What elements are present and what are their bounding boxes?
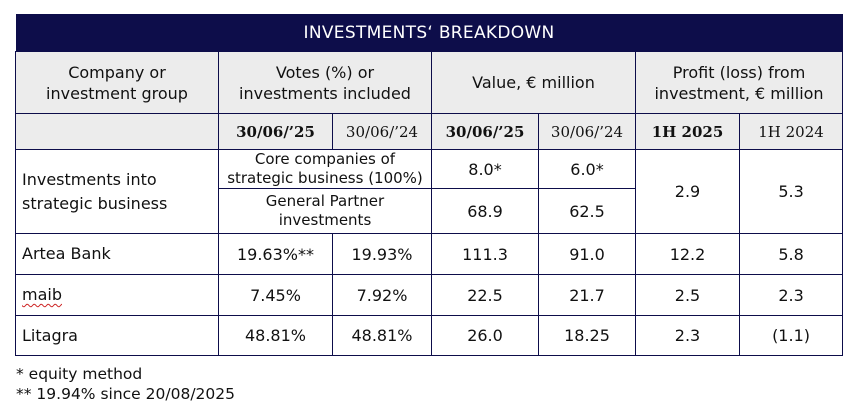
gp-label-line2: investments (278, 211, 372, 229)
row-maib-votes-2024: 7.92% (332, 274, 432, 316)
core-label-line2: strategic business (100%) (227, 169, 423, 187)
header-company-line1: Company or (68, 62, 166, 82)
header-profit: Profit (loss) from investment, € million (634, 51, 844, 114)
row-artea-value-2025: 111.3 (431, 233, 539, 275)
row-litagra-value-2025: 26.0 (431, 315, 539, 356)
subheader-profit-2024: 1H 2024 (738, 113, 844, 150)
row-maib-profit-2025: 2.5 (635, 274, 740, 316)
row-strategic-core-label: Core companies of strategic business (10… (218, 149, 432, 189)
table-row-litagra: Litagra 48.81% 48.81% 26.0 18.25 2.3 (1.… (15, 315, 844, 356)
row-litagra-votes-2025: 48.81% (218, 315, 333, 356)
table-row-strategic-gp: General Partner investments 68.9 62.5 (16, 188, 843, 234)
header-company: Company or investment group (15, 51, 219, 114)
subheader-value-2024: 30/06/’24 (538, 113, 636, 150)
row-litagra-votes-2024: 48.81% (332, 315, 432, 356)
header-row: Company or investment group Votes (%) or… (15, 51, 844, 114)
row-strategic-name: Investments into strategic business (15, 149, 219, 234)
subheader-value-2025: 30/06/’25 (431, 113, 539, 150)
header-votes-line2: investments included (239, 83, 411, 103)
row-maib-profit-2024: 2.3 (738, 274, 844, 316)
header-company-line2: investment group (46, 83, 188, 103)
row-artea-votes-2024: 19.93% (332, 233, 432, 275)
row-maib-name-cell: maib (15, 274, 219, 316)
row-strategic-gp-value-2025: 68.9 (431, 188, 539, 234)
row-artea-votes-2025: 19.63%** (218, 233, 333, 275)
row-strategic-name-line1: Investments into (22, 169, 157, 189)
table-row-artea: Artea Bank 19.63%** 19.93% 111.3 91.0 12… (15, 233, 844, 275)
row-litagra-profit-2025: 2.3 (635, 315, 740, 356)
table-row-maib: maib 7.45% 7.92% 22.5 21.7 2.5 2.3 (15, 274, 844, 316)
row-strategic-core-value-2025: 8.0* (431, 149, 539, 189)
table-row-strategic-core: Investments into strategic business Core… (15, 149, 844, 234)
row-strategic-gp-value-2024: 62.5 (538, 188, 636, 234)
row-maib-name: maib (22, 285, 62, 304)
header-value: Value, € million (431, 51, 636, 114)
investments-breakdown-table: INVESTMENTS‘ BREAKDOWN Company or invest… (15, 14, 844, 356)
row-litagra-name: Litagra (15, 315, 219, 356)
row-strategic-core-value-2024: 6.0* (538, 149, 636, 189)
core-label-line1: Core companies of (254, 150, 396, 168)
footnotes: * equity method ** 19.94% since 20/08/20… (16, 364, 235, 404)
row-maib-votes-2025: 7.45% (218, 274, 333, 316)
row-strategic-profit-2024: 5.3 (738, 149, 844, 234)
header-profit-line2: investment, € million (654, 83, 824, 103)
table-title: INVESTMENTS‘ BREAKDOWN (15, 14, 843, 52)
subheader-empty (15, 113, 219, 150)
row-artea-profit-2025: 12.2 (635, 233, 740, 275)
row-strategic-gp-label: General Partner investments (218, 188, 432, 234)
row-artea-profit-2024: 5.8 (738, 233, 844, 275)
header-votes-line1: Votes (%) or (275, 62, 375, 82)
header-profit-line1: Profit (loss) from (672, 62, 806, 82)
footnote-artea-votes: ** 19.94% since 20/08/2025 (16, 385, 235, 403)
subheader-row: 30/06/’25 30/06/’24 30/06/’25 30/06/’24 … (15, 113, 844, 150)
row-strategic-profit-2025: 2.9 (635, 149, 740, 234)
subheader-votes-2025: 30/06/’25 (218, 113, 333, 150)
row-litagra-profit-2024: (1.1) (738, 315, 844, 356)
row-maib-value-2025: 22.5 (431, 274, 539, 316)
row-maib-value-2024: 21.7 (538, 274, 636, 316)
row-strategic-name-line2: strategic business (22, 193, 168, 213)
footnote-equity-method: * equity method (16, 365, 143, 383)
header-votes: Votes (%) or investments included (218, 51, 432, 114)
row-artea-name: Artea Bank (15, 233, 219, 275)
row-litagra-value-2024: 18.25 (538, 315, 636, 356)
row-artea-value-2024: 91.0 (538, 233, 636, 275)
subheader-profit-2025: 1H 2025 (635, 113, 740, 150)
gp-label-line1: General Partner (265, 192, 385, 210)
investments-breakdown-table-wrapper: INVESTMENTS‘ BREAKDOWN Company or invest… (15, 14, 844, 356)
subheader-votes-2024: 30/06/’24 (332, 113, 432, 150)
